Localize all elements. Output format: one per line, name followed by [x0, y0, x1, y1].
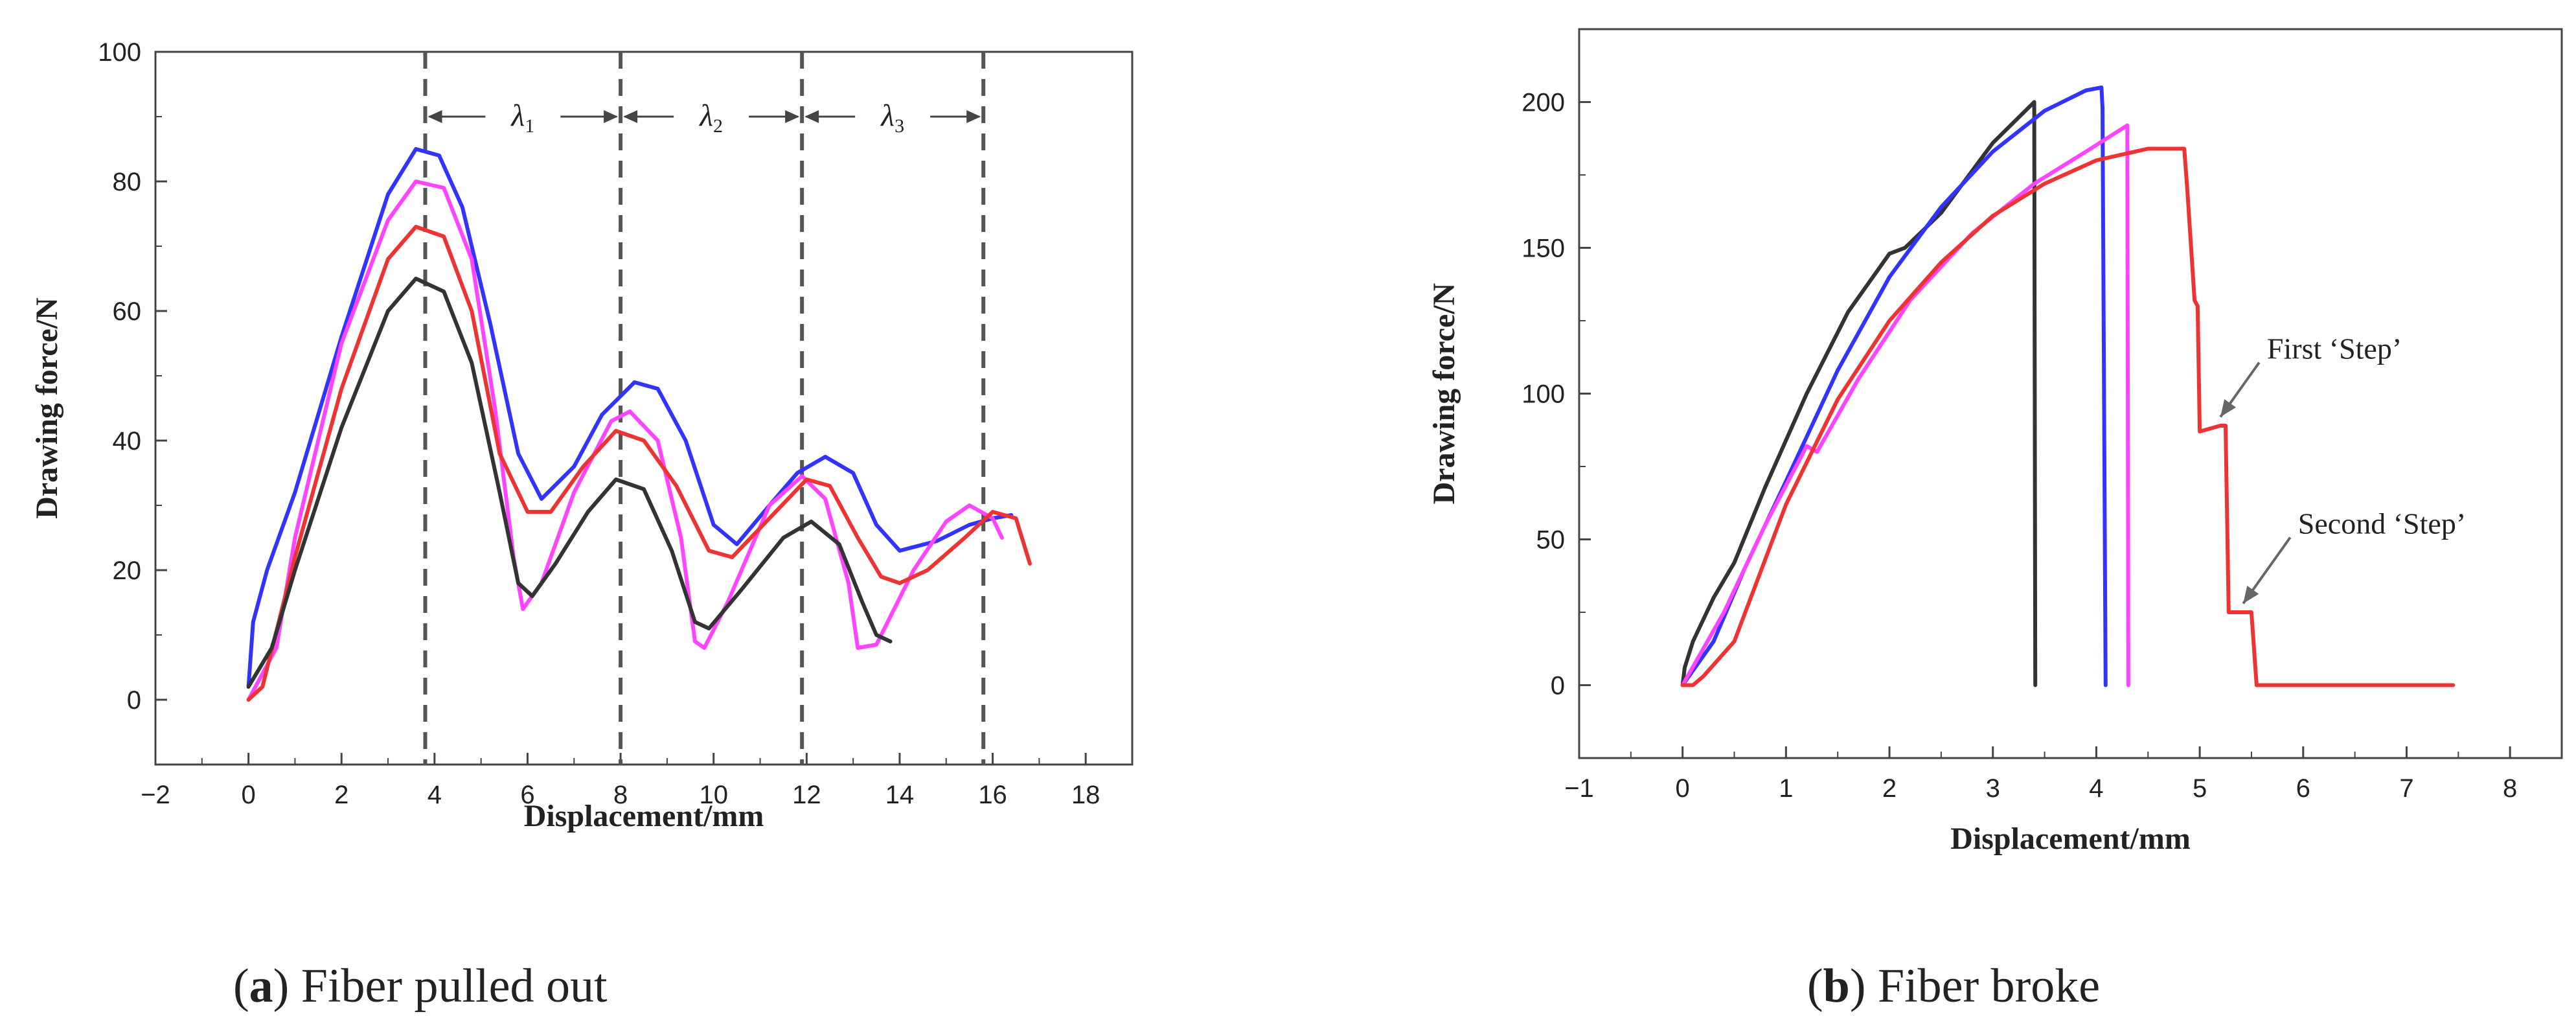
- x-tick-label-a: 0: [241, 781, 255, 809]
- y-tick-label-b: 200: [1522, 89, 1565, 117]
- x-tick-label-a: −2: [141, 781, 170, 809]
- interval-label-lambda-3: λ3: [880, 98, 904, 137]
- x-tick-label-a: 2: [334, 781, 348, 809]
- y-tick-label-a: 0: [127, 686, 141, 715]
- series-line-b-3: [1680, 123, 2130, 687]
- interval-label-lambda-2: λ2: [698, 98, 723, 137]
- x-tick-label-b: 6: [2296, 774, 2310, 803]
- x-tick-label-b: 2: [1882, 774, 1897, 803]
- plot-frame-a: [154, 51, 1134, 766]
- interval-arrowhead: [604, 110, 619, 123]
- caption-b-letter: b: [1823, 960, 1850, 1013]
- x-tick-label-b: 4: [2089, 774, 2103, 803]
- annotation-arrowhead-2: [2243, 585, 2259, 604]
- series-line-a-2: [246, 179, 1004, 702]
- x-tick-label-a: 18: [1071, 781, 1100, 809]
- caption-b: (b) Fiber broke: [1807, 960, 2101, 1013]
- y-tick-label-a: 100: [98, 38, 141, 67]
- interval-arrowhead: [427, 110, 442, 123]
- chart-b-fiber-broke: −1 0 1 2 3 4 5 6 7 8 0 50 100 150 200 Displacement/mm Dr…: [1427, 28, 2563, 856]
- annotation-label-2: Second ‘Step’: [2298, 507, 2466, 540]
- series-line-a-1: [246, 147, 1014, 689]
- y-tick-label-a: 60: [113, 297, 142, 326]
- x-axis-label-a: Displacement/mm: [524, 799, 764, 833]
- y-tick-label-a: 80: [113, 168, 142, 196]
- y-axis-label-b: Drawing force/N: [1427, 282, 1461, 504]
- caption-a: (a) Fiber pulled out: [233, 960, 608, 1013]
- y-tick-label-a: 40: [113, 427, 142, 455]
- x-tick-label-a: 16: [978, 781, 1007, 809]
- x-tick-label-a: 14: [885, 781, 915, 809]
- x-tick-label-a: 10: [699, 781, 728, 809]
- series-line-a-4: [246, 277, 893, 689]
- series-line-a-3: [246, 225, 1032, 702]
- x-tick-label-b: 7: [2399, 774, 2413, 803]
- series-line-b-4: [1680, 146, 2456, 687]
- interval-arrowhead: [966, 110, 981, 123]
- x-tick-label-b: 0: [1676, 774, 1690, 803]
- y-axis-label-a: Drawing force/N: [30, 297, 64, 519]
- x-tick-label-a: 8: [613, 781, 628, 809]
- x-tick-label-b: 5: [2193, 774, 2207, 803]
- annotation-arrowhead-1: [2220, 398, 2237, 417]
- y-tick-label-b: 0: [1551, 672, 1565, 700]
- chart-a-fiber-pulled-out: −2 0 2 4 6 8 10 12 14 16 18 0 20 40 60 80 100 Displacemen…: [30, 38, 1134, 833]
- interval-arrowhead: [623, 110, 638, 123]
- series-line-b-1: [1680, 100, 2038, 687]
- x-tick-label-b: 1: [1779, 774, 1793, 803]
- x-tick-label-b: −1: [1564, 774, 1594, 803]
- x-tick-label-a: 6: [520, 781, 534, 809]
- x-tick-label-b: 8: [2503, 774, 2517, 803]
- y-tick-label-b: 150: [1522, 235, 1565, 263]
- y-tick-label-b: 100: [1522, 380, 1565, 409]
- y-tick-label-a: 20: [113, 557, 142, 585]
- annotation-label-1: First ‘Step’: [2267, 332, 2402, 365]
- x-tick-label-a: 12: [792, 781, 821, 809]
- interval-arrowhead: [785, 110, 800, 123]
- interval-arrowhead: [804, 110, 819, 123]
- interval-label-lambda-1: λ1: [510, 98, 534, 137]
- caption-a-letter: a: [249, 960, 273, 1013]
- x-tick-label-a: 4: [427, 781, 442, 809]
- y-tick-label-b: 50: [1536, 526, 1566, 555]
- x-tick-label-b: 3: [1986, 774, 2000, 803]
- x-axis-label-b: Displacement/mm: [1950, 822, 2191, 856]
